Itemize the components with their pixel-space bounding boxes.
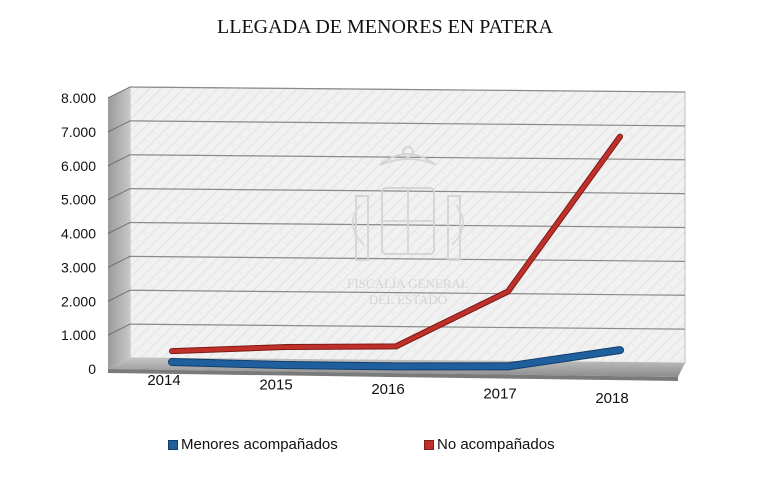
gridline-side [107, 323, 131, 336]
y-tick-label: 6.000 [61, 158, 96, 174]
gridline [129, 255, 686, 262]
gridline [129, 289, 686, 296]
gridline-side [107, 86, 131, 99]
y-tick-label: 5.000 [61, 192, 96, 208]
y-tick-label: 8.000 [61, 90, 96, 106]
y-tick-label: 3.000 [61, 259, 96, 275]
legend-label-no-acompanados: No acompañados [437, 436, 555, 453]
legend-item-no-acompanados: No acompañados [424, 436, 555, 453]
gridline-side [107, 120, 131, 133]
gridline-side [107, 188, 131, 201]
gridline-side [107, 222, 131, 234]
legend-label-acompanados: Menores acompañados [181, 436, 338, 453]
x-tick-label: 2018 [595, 390, 628, 407]
gridline [129, 323, 686, 330]
legend-swatch-acompanados [168, 439, 178, 450]
y-tick-label: 1.000 [61, 327, 96, 343]
gridline-side [107, 154, 131, 167]
watermark-line2: DEL ESTADO [369, 292, 447, 307]
x-tick-label: 2014 [147, 372, 180, 389]
x-tick-label: 2015 [259, 377, 292, 394]
chart-floor-edge [108, 369, 678, 381]
y-tick-label: 4.000 [61, 226, 96, 242]
legend-swatch-no-acompanados [424, 439, 434, 450]
y-tick-label: 0 [88, 361, 96, 377]
x-tick-label: 2017 [483, 386, 516, 403]
y-tick-label: 7.000 [61, 124, 96, 140]
gridline-side [107, 255, 131, 268]
watermark-emblem: FISCALÍA GENERAL DEL ESTADO [347, 146, 469, 307]
gridline-side [107, 289, 131, 302]
watermark-line1: FISCALÍA GENERAL [347, 276, 469, 291]
legend-item-acompanados: Menores acompañados [168, 436, 338, 453]
gridline [129, 86, 686, 93]
gridline [129, 120, 686, 127]
y-tick-label: 2.000 [61, 293, 96, 309]
chart-title: LLEGADA DE MENORES EN PATERA [217, 16, 553, 38]
x-tick-label: 2016 [371, 381, 404, 398]
